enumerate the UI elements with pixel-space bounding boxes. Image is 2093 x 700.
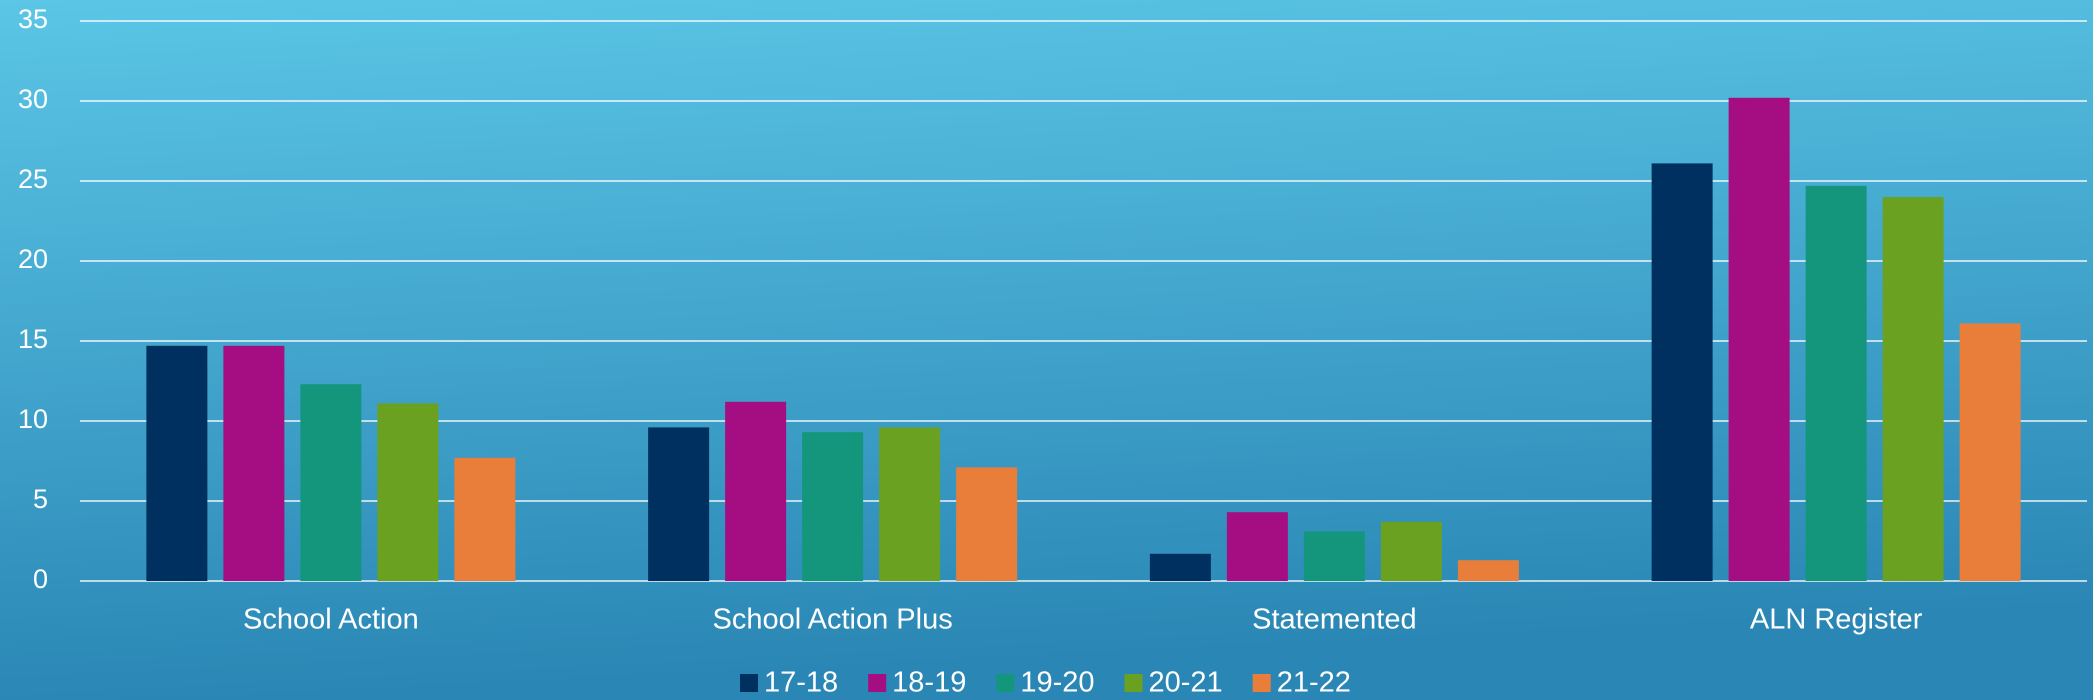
- bar: [454, 457, 516, 581]
- bar: [377, 403, 439, 581]
- y-tick-label: 0: [33, 564, 48, 594]
- bar: [223, 345, 285, 581]
- legend-label: 21-22: [1277, 667, 1351, 699]
- x-tick-label: School Action: [243, 604, 419, 636]
- bar: [879, 427, 941, 581]
- legend-label: 20-21: [1149, 667, 1223, 699]
- legend-swatch: [740, 674, 758, 692]
- y-tick-label: 15: [18, 324, 48, 354]
- y-tick-label: 5: [33, 484, 48, 514]
- bar: [1805, 185, 1867, 582]
- bar: [648, 427, 710, 581]
- legend-label: 17-18: [764, 667, 838, 699]
- legend-swatch: [1252, 674, 1271, 692]
- bar: [802, 432, 864, 581]
- legend-swatch: [1124, 674, 1143, 692]
- bar: [300, 384, 362, 581]
- y-tick-label: 20: [18, 244, 48, 274]
- y-tick-label: 30: [18, 84, 48, 114]
- bar: [1380, 521, 1442, 581]
- bar: [1149, 553, 1211, 581]
- bar: [956, 467, 1018, 581]
- y-tick-label: 35: [18, 4, 48, 34]
- bar: [1457, 560, 1519, 581]
- legend-label: 18-19: [892, 667, 966, 699]
- legend-label: 19-20: [1020, 667, 1094, 699]
- bar: [1651, 163, 1713, 581]
- bar: [1882, 197, 1944, 581]
- y-tick-label: 25: [18, 164, 48, 194]
- x-tick-label: School Action Plus: [713, 604, 953, 636]
- y-tick-label: 10: [18, 404, 48, 434]
- bar: [1728, 97, 1790, 582]
- bar: [146, 345, 208, 581]
- bar: [1959, 323, 2021, 581]
- x-tick-label: ALN Register: [1750, 604, 1923, 636]
- bar: [1226, 512, 1288, 581]
- x-tick-label: Statemented: [1252, 604, 1416, 636]
- bar: [725, 401, 787, 581]
- legend-swatch: [996, 674, 1015, 692]
- bar: [1303, 531, 1365, 581]
- legend-swatch: [868, 674, 887, 692]
